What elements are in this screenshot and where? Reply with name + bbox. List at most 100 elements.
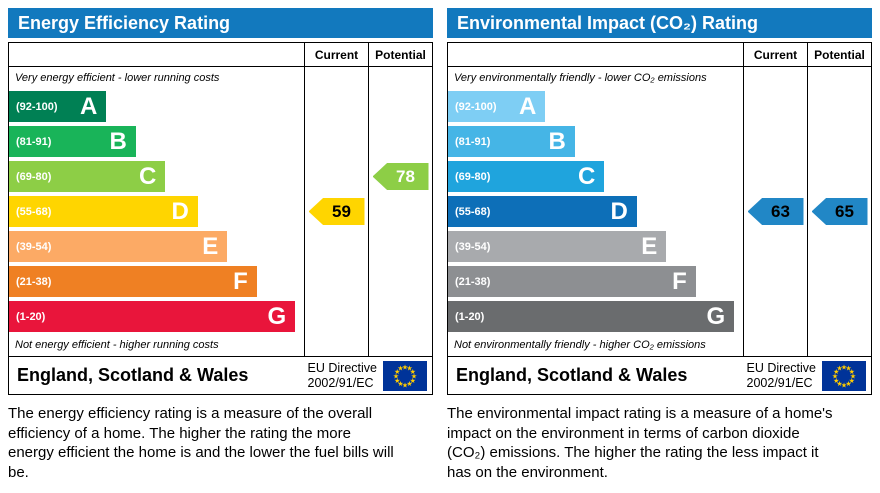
svg-text:★: ★ <box>833 367 839 375</box>
current-column-cell <box>304 334 368 356</box>
current-value-cell <box>304 299 368 334</box>
band-row-c: (69-80) C <box>448 159 871 194</box>
environmental-impact-panel: Environmental Impact (CO₂) Rating Curren… <box>447 8 872 482</box>
svg-text:★: ★ <box>406 364 412 372</box>
potential-value-cell <box>807 299 871 334</box>
band-bar-g: (1-20) G <box>9 301 296 332</box>
energy-rating-table: Current Potential Very energy efficient … <box>8 42 433 395</box>
current-value-cell <box>304 89 368 124</box>
band-bar-cell: (39-54) E <box>9 229 304 264</box>
band-row-b: (81-91) B <box>448 124 871 159</box>
band-range-label: (21-38) <box>16 275 52 288</box>
band-bar-cell: (55-68) D <box>448 194 743 229</box>
svg-text:★: ★ <box>845 364 851 372</box>
bottom-note-row: Not environmentally friendly - higher CO… <box>448 334 871 356</box>
band-bar-a: (92-100) A <box>9 91 107 122</box>
current-rating-arrow: 63 <box>747 198 804 225</box>
band-range-label: (1-20) <box>16 310 46 323</box>
band-rows: (92-100) A (81-91) B (69-80) C (55-68) D 63 65 (39… <box>448 89 871 334</box>
band-bar-cell: (21-38) F <box>448 264 743 299</box>
eu-directive-label: EU Directive 2002/91/EC <box>747 361 816 391</box>
energy-panel-description: The energy efficiency rating is a measur… <box>8 405 394 481</box>
band-row-d: (55-68) D 59 <box>9 194 432 229</box>
band-range-label: (69-80) <box>455 170 491 183</box>
current-value-cell <box>743 124 807 159</box>
eu-directive-line1: EU Directive <box>746 360 816 375</box>
current-value-cell <box>743 299 807 334</box>
band-range-label: (39-54) <box>16 240 52 253</box>
band-range-label: (81-91) <box>16 135 52 148</box>
band-letter: B <box>109 127 127 155</box>
current-value-cell <box>304 229 368 264</box>
eu-flag-icon: ★ ★ ★ ★ ★ ★ ★ ★ ★ ★ ★ ★ <box>822 360 866 391</box>
potential-value-cell <box>368 124 432 159</box>
potential-column-cell <box>368 334 432 356</box>
bottom-note: Not energy efficient - higher running co… <box>15 339 219 351</box>
svg-text:★: ★ <box>841 381 847 389</box>
potential-column-cell <box>368 67 432 89</box>
band-range-label: (1-20) <box>455 310 485 323</box>
top-note: Very environmentally friendly - lower CO… <box>454 72 707 84</box>
band-bar-cell: (69-80) C <box>448 159 743 194</box>
band-letter: C <box>139 162 157 190</box>
band-bar-f: (21-38) F <box>9 266 257 297</box>
band-bar-cell: (69-80) C <box>9 159 304 194</box>
band-bar-cell: (1-20) G <box>9 299 304 334</box>
top-note: Very energy efficient - lower running co… <box>15 72 220 84</box>
band-range-label: (21-38) <box>455 275 491 288</box>
svg-text:★: ★ <box>849 376 855 384</box>
band-bar-cell: (39-54) E <box>448 229 743 264</box>
band-row-e: (39-54) E <box>448 229 871 264</box>
band-row-g: (1-20) G <box>448 299 871 334</box>
band-letter: A <box>519 92 537 120</box>
region-label: England, Scotland & Wales <box>456 365 688 385</box>
potential-value-cell <box>368 229 432 264</box>
band-range-label: (92-100) <box>16 100 58 113</box>
potential-value-cell <box>368 264 432 299</box>
band-bar-cell: (92-100) A <box>448 89 743 124</box>
band-letter: D <box>610 197 628 225</box>
potential-column-cell <box>807 334 871 356</box>
band-bar-g: (1-20) G <box>448 301 735 332</box>
environmental-rating-table: Current Potential Very environmentally f… <box>447 42 872 395</box>
potential-value-cell: 65 <box>807 194 871 229</box>
band-letter: E <box>641 232 658 260</box>
svg-text:★: ★ <box>406 380 412 388</box>
eu-directive-line2: 2002/91/EC <box>307 375 374 390</box>
current-column-cell <box>743 334 807 356</box>
column-header-row: Current Potential <box>448 43 871 67</box>
top-note-row: Very environmentally friendly - lower CO… <box>448 67 871 89</box>
current-value-cell <box>743 89 807 124</box>
current-column-header: Current <box>743 43 807 66</box>
svg-text:★: ★ <box>394 376 400 384</box>
potential-column-header: Potential <box>368 43 432 66</box>
svg-text:★: ★ <box>410 376 416 384</box>
current-value-cell <box>304 124 368 159</box>
potential-value-cell <box>368 89 432 124</box>
table-footer: England, Scotland & Wales EU Directive 2… <box>9 356 432 394</box>
table-footer: England, Scotland & Wales EU Directive 2… <box>448 356 871 394</box>
potential-value-cell <box>807 229 871 264</box>
svg-text:★: ★ <box>833 376 839 384</box>
band-row-e: (39-54) E <box>9 229 432 264</box>
band-range-label: (81-91) <box>455 135 491 148</box>
band-letter: D <box>171 197 189 225</box>
band-range-label: (39-54) <box>455 240 491 253</box>
band-bar-f: (21-38) F <box>448 266 696 297</box>
current-value-cell: 59 <box>304 194 368 229</box>
svg-text:★: ★ <box>845 380 851 388</box>
band-bar-e: (39-54) E <box>9 231 228 262</box>
bottom-note-row: Not energy efficient - higher running co… <box>9 334 432 356</box>
band-letter: C <box>578 162 596 190</box>
current-rating-arrow: 59 <box>308 198 365 225</box>
band-row-f: (21-38) F <box>448 264 871 299</box>
band-row-a: (92-100) A <box>448 89 871 124</box>
column-header-spacer <box>448 43 743 66</box>
band-letter: E <box>202 232 219 260</box>
band-bar-d: (55-68) D <box>9 196 198 227</box>
current-value-cell <box>304 159 368 194</box>
band-letter: B <box>548 127 566 155</box>
energy-efficiency-panel: Energy Efficiency Rating Current Potenti… <box>8 8 433 482</box>
environmental-panel-description: The environmental impact rating is a mea… <box>447 405 833 481</box>
